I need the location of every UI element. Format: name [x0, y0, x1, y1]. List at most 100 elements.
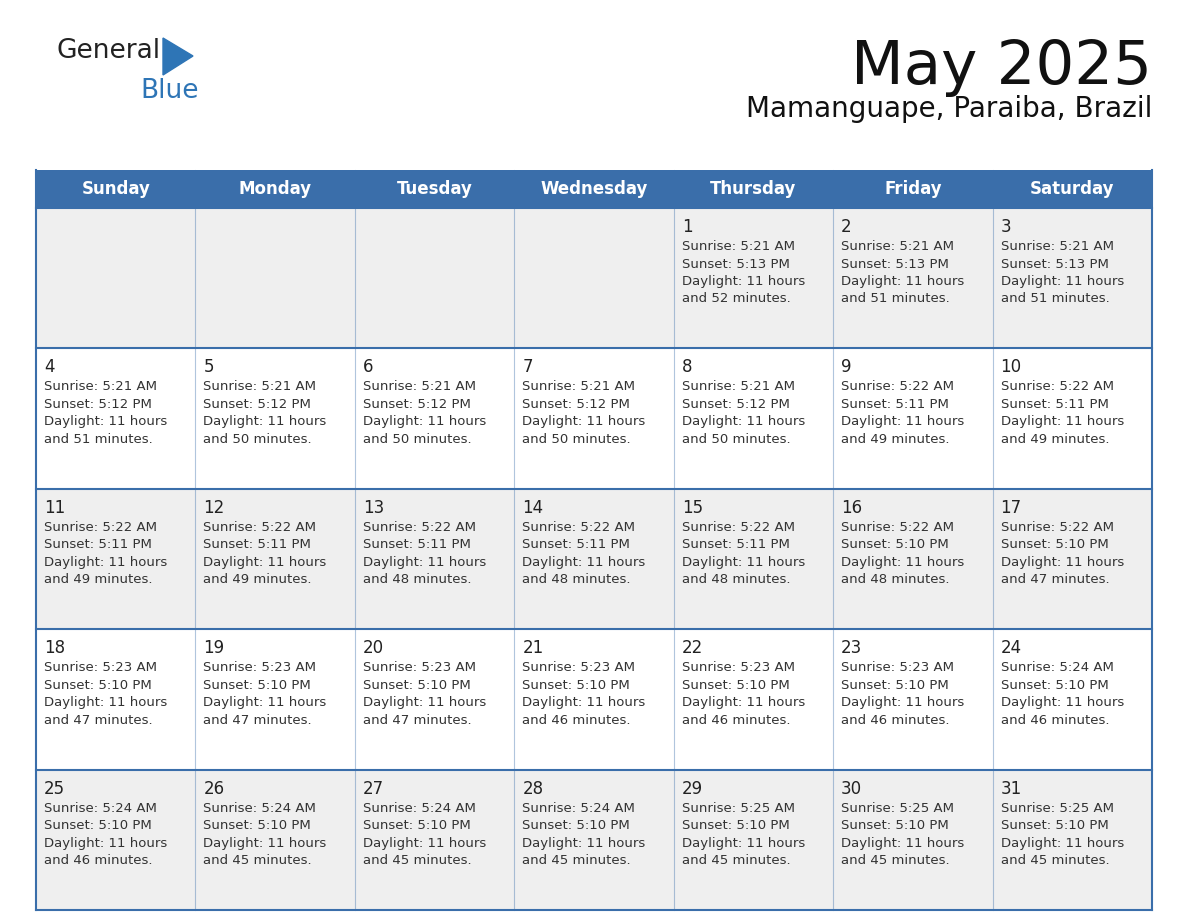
Text: Sunset: 5:13 PM: Sunset: 5:13 PM	[682, 258, 790, 271]
Text: 16: 16	[841, 498, 862, 517]
Text: Monday: Monday	[239, 180, 311, 198]
Text: Sunrise: 5:23 AM: Sunrise: 5:23 AM	[203, 661, 316, 674]
Text: Daylight: 11 hours: Daylight: 11 hours	[523, 836, 645, 849]
Text: Daylight: 11 hours: Daylight: 11 hours	[203, 696, 327, 710]
Text: Sunset: 5:11 PM: Sunset: 5:11 PM	[1000, 397, 1108, 411]
Text: 27: 27	[362, 779, 384, 798]
Text: 19: 19	[203, 639, 225, 657]
Text: Sunset: 5:11 PM: Sunset: 5:11 PM	[203, 538, 311, 552]
Text: Tuesday: Tuesday	[397, 180, 473, 198]
Text: Sunset: 5:10 PM: Sunset: 5:10 PM	[682, 819, 790, 832]
Text: Sunset: 5:12 PM: Sunset: 5:12 PM	[682, 397, 790, 411]
Text: Daylight: 11 hours: Daylight: 11 hours	[362, 416, 486, 429]
Text: Daylight: 11 hours: Daylight: 11 hours	[44, 836, 168, 849]
Bar	[36, 349, 1152, 488]
Text: Daylight: 11 hours: Daylight: 11 hours	[841, 836, 965, 849]
Text: Sunset: 5:13 PM: Sunset: 5:13 PM	[1000, 258, 1108, 271]
Text: Sunrise: 5:21 AM: Sunrise: 5:21 AM	[523, 380, 636, 394]
Text: 26: 26	[203, 779, 225, 798]
Bar	[36, 170, 1152, 208]
Text: 25: 25	[44, 779, 65, 798]
Text: 5: 5	[203, 358, 214, 376]
Text: Sunset: 5:10 PM: Sunset: 5:10 PM	[1000, 538, 1108, 552]
Text: 21: 21	[523, 639, 544, 657]
Text: Sunrise: 5:22 AM: Sunrise: 5:22 AM	[362, 521, 476, 533]
Text: Sunrise: 5:21 AM: Sunrise: 5:21 AM	[362, 380, 476, 394]
Text: Daylight: 11 hours: Daylight: 11 hours	[44, 696, 168, 710]
Text: Daylight: 11 hours: Daylight: 11 hours	[523, 555, 645, 569]
Text: Sunset: 5:10 PM: Sunset: 5:10 PM	[203, 819, 311, 832]
Text: Daylight: 11 hours: Daylight: 11 hours	[1000, 836, 1124, 849]
Text: and 51 minutes.: and 51 minutes.	[841, 293, 950, 306]
Text: and 48 minutes.: and 48 minutes.	[362, 574, 472, 587]
Text: and 46 minutes.: and 46 minutes.	[44, 854, 152, 868]
Text: and 45 minutes.: and 45 minutes.	[1000, 854, 1110, 868]
Text: Sunset: 5:10 PM: Sunset: 5:10 PM	[1000, 678, 1108, 691]
Text: Daylight: 11 hours: Daylight: 11 hours	[682, 836, 805, 849]
Text: and 52 minutes.: and 52 minutes.	[682, 293, 790, 306]
Text: 7: 7	[523, 358, 532, 376]
Text: Daylight: 11 hours: Daylight: 11 hours	[203, 836, 327, 849]
Text: Daylight: 11 hours: Daylight: 11 hours	[682, 555, 805, 569]
Text: 8: 8	[682, 358, 693, 376]
Text: Sunrise: 5:22 AM: Sunrise: 5:22 AM	[523, 521, 636, 533]
Text: 22: 22	[682, 639, 703, 657]
Text: Sunset: 5:13 PM: Sunset: 5:13 PM	[841, 258, 949, 271]
Text: and 47 minutes.: and 47 minutes.	[44, 713, 152, 727]
Text: Wednesday: Wednesday	[541, 180, 647, 198]
Text: Daylight: 11 hours: Daylight: 11 hours	[682, 275, 805, 288]
Text: 20: 20	[362, 639, 384, 657]
Text: Daylight: 11 hours: Daylight: 11 hours	[841, 696, 965, 710]
Text: and 50 minutes.: and 50 minutes.	[523, 433, 631, 446]
Text: Daylight: 11 hours: Daylight: 11 hours	[523, 696, 645, 710]
Text: Daylight: 11 hours: Daylight: 11 hours	[523, 416, 645, 429]
Text: 10: 10	[1000, 358, 1022, 376]
Text: Sunset: 5:10 PM: Sunset: 5:10 PM	[44, 678, 152, 691]
Text: and 45 minutes.: and 45 minutes.	[841, 854, 949, 868]
Polygon shape	[163, 38, 192, 75]
Text: and 45 minutes.: and 45 minutes.	[523, 854, 631, 868]
Text: Sunset: 5:10 PM: Sunset: 5:10 PM	[44, 819, 152, 832]
Text: Sunrise: 5:24 AM: Sunrise: 5:24 AM	[1000, 661, 1113, 674]
Text: Daylight: 11 hours: Daylight: 11 hours	[362, 696, 486, 710]
Text: Daylight: 11 hours: Daylight: 11 hours	[1000, 555, 1124, 569]
Text: Sunrise: 5:22 AM: Sunrise: 5:22 AM	[841, 380, 954, 394]
Text: 11: 11	[44, 498, 65, 517]
Text: and 51 minutes.: and 51 minutes.	[44, 433, 153, 446]
Text: Sunrise: 5:22 AM: Sunrise: 5:22 AM	[1000, 521, 1113, 533]
Text: Sunset: 5:10 PM: Sunset: 5:10 PM	[523, 819, 630, 832]
Text: 1: 1	[682, 218, 693, 236]
Text: Sunrise: 5:22 AM: Sunrise: 5:22 AM	[1000, 380, 1113, 394]
Text: Sunrise: 5:21 AM: Sunrise: 5:21 AM	[841, 240, 954, 253]
Text: Daylight: 11 hours: Daylight: 11 hours	[362, 836, 486, 849]
Text: and 49 minutes.: and 49 minutes.	[44, 574, 152, 587]
Text: 6: 6	[362, 358, 373, 376]
Text: and 49 minutes.: and 49 minutes.	[203, 574, 312, 587]
Text: May 2025: May 2025	[851, 38, 1152, 97]
Text: Sunset: 5:10 PM: Sunset: 5:10 PM	[203, 678, 311, 691]
Text: and 49 minutes.: and 49 minutes.	[1000, 433, 1110, 446]
Text: and 46 minutes.: and 46 minutes.	[1000, 713, 1110, 727]
Text: Sunrise: 5:23 AM: Sunrise: 5:23 AM	[362, 661, 476, 674]
Text: and 46 minutes.: and 46 minutes.	[523, 713, 631, 727]
Text: General: General	[56, 38, 160, 64]
Text: Daylight: 11 hours: Daylight: 11 hours	[1000, 275, 1124, 288]
Text: and 48 minutes.: and 48 minutes.	[682, 574, 790, 587]
Text: and 51 minutes.: and 51 minutes.	[1000, 293, 1110, 306]
Text: Sunrise: 5:21 AM: Sunrise: 5:21 AM	[682, 240, 795, 253]
Text: 18: 18	[44, 639, 65, 657]
Text: 23: 23	[841, 639, 862, 657]
Text: Sunset: 5:10 PM: Sunset: 5:10 PM	[362, 678, 470, 691]
Text: and 50 minutes.: and 50 minutes.	[203, 433, 312, 446]
Text: Sunrise: 5:25 AM: Sunrise: 5:25 AM	[1000, 801, 1113, 814]
Text: Sunrise: 5:23 AM: Sunrise: 5:23 AM	[682, 661, 795, 674]
Text: 2: 2	[841, 218, 852, 236]
Text: 9: 9	[841, 358, 852, 376]
Text: Sunset: 5:10 PM: Sunset: 5:10 PM	[841, 819, 949, 832]
Text: Sunset: 5:11 PM: Sunset: 5:11 PM	[44, 538, 152, 552]
Text: Thursday: Thursday	[710, 180, 797, 198]
Text: 12: 12	[203, 498, 225, 517]
Text: Sunday: Sunday	[81, 180, 150, 198]
Text: Sunset: 5:10 PM: Sunset: 5:10 PM	[362, 819, 470, 832]
Bar	[36, 769, 1152, 910]
